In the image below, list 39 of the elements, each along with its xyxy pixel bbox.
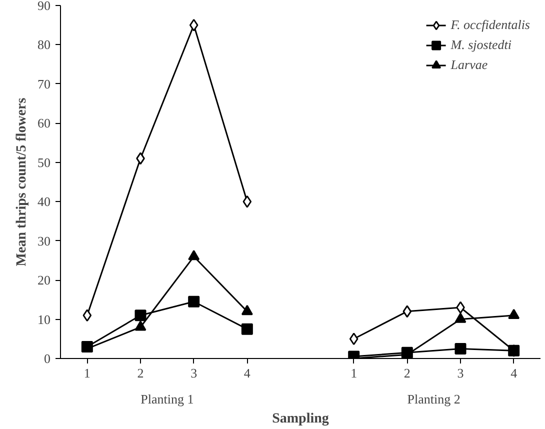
point [454,342,466,354]
y-tick-label: 70 [38,76,50,92]
text: Planting 2 [407,392,460,406]
text: Planting 1 [140,392,194,406]
point [134,310,146,322]
y-tick-label: 30 [38,233,50,248]
x-tick-label: 2 [137,366,144,380]
x-tick-label: 1 [84,366,90,380]
y-tick-label: 40 [38,194,50,210]
y-tick-label: 50 [38,154,50,170]
point [134,320,146,331]
y-tick-label: 80 [38,37,50,52]
x-tick-label: 1 [350,366,358,380]
point [82,309,92,322]
point [189,18,198,32]
point [188,296,200,308]
x-tick-label: 4 [244,366,251,380]
y-tick-label: 10 [38,312,50,327]
point [188,250,200,260]
legend-label: F. occfidentalis [450,17,530,33]
point [508,308,520,319]
point [454,312,466,323]
x-tick-label: 3 [190,366,198,380]
point [241,304,253,316]
x-tick-label: 3 [457,366,464,380]
x-tick-label: 2 [404,366,410,380]
y-axis-title: Mean thrips count/5 flowers [14,97,30,266]
x-axis-title: Sampling [272,412,329,426]
y-tick-label: 60 [38,116,50,131]
legend-label: Larvae [450,57,488,73]
point [242,195,252,208]
x-tick-label: 4 [510,366,518,380]
y-tick-label: 20 [38,272,50,288]
y-tick-label: 0 [44,351,50,366]
legend-label: M. sjostedti [450,37,512,53]
y-tick-label: 90 [38,0,50,13]
point [402,305,412,318]
point [241,323,253,335]
point [349,332,358,346]
